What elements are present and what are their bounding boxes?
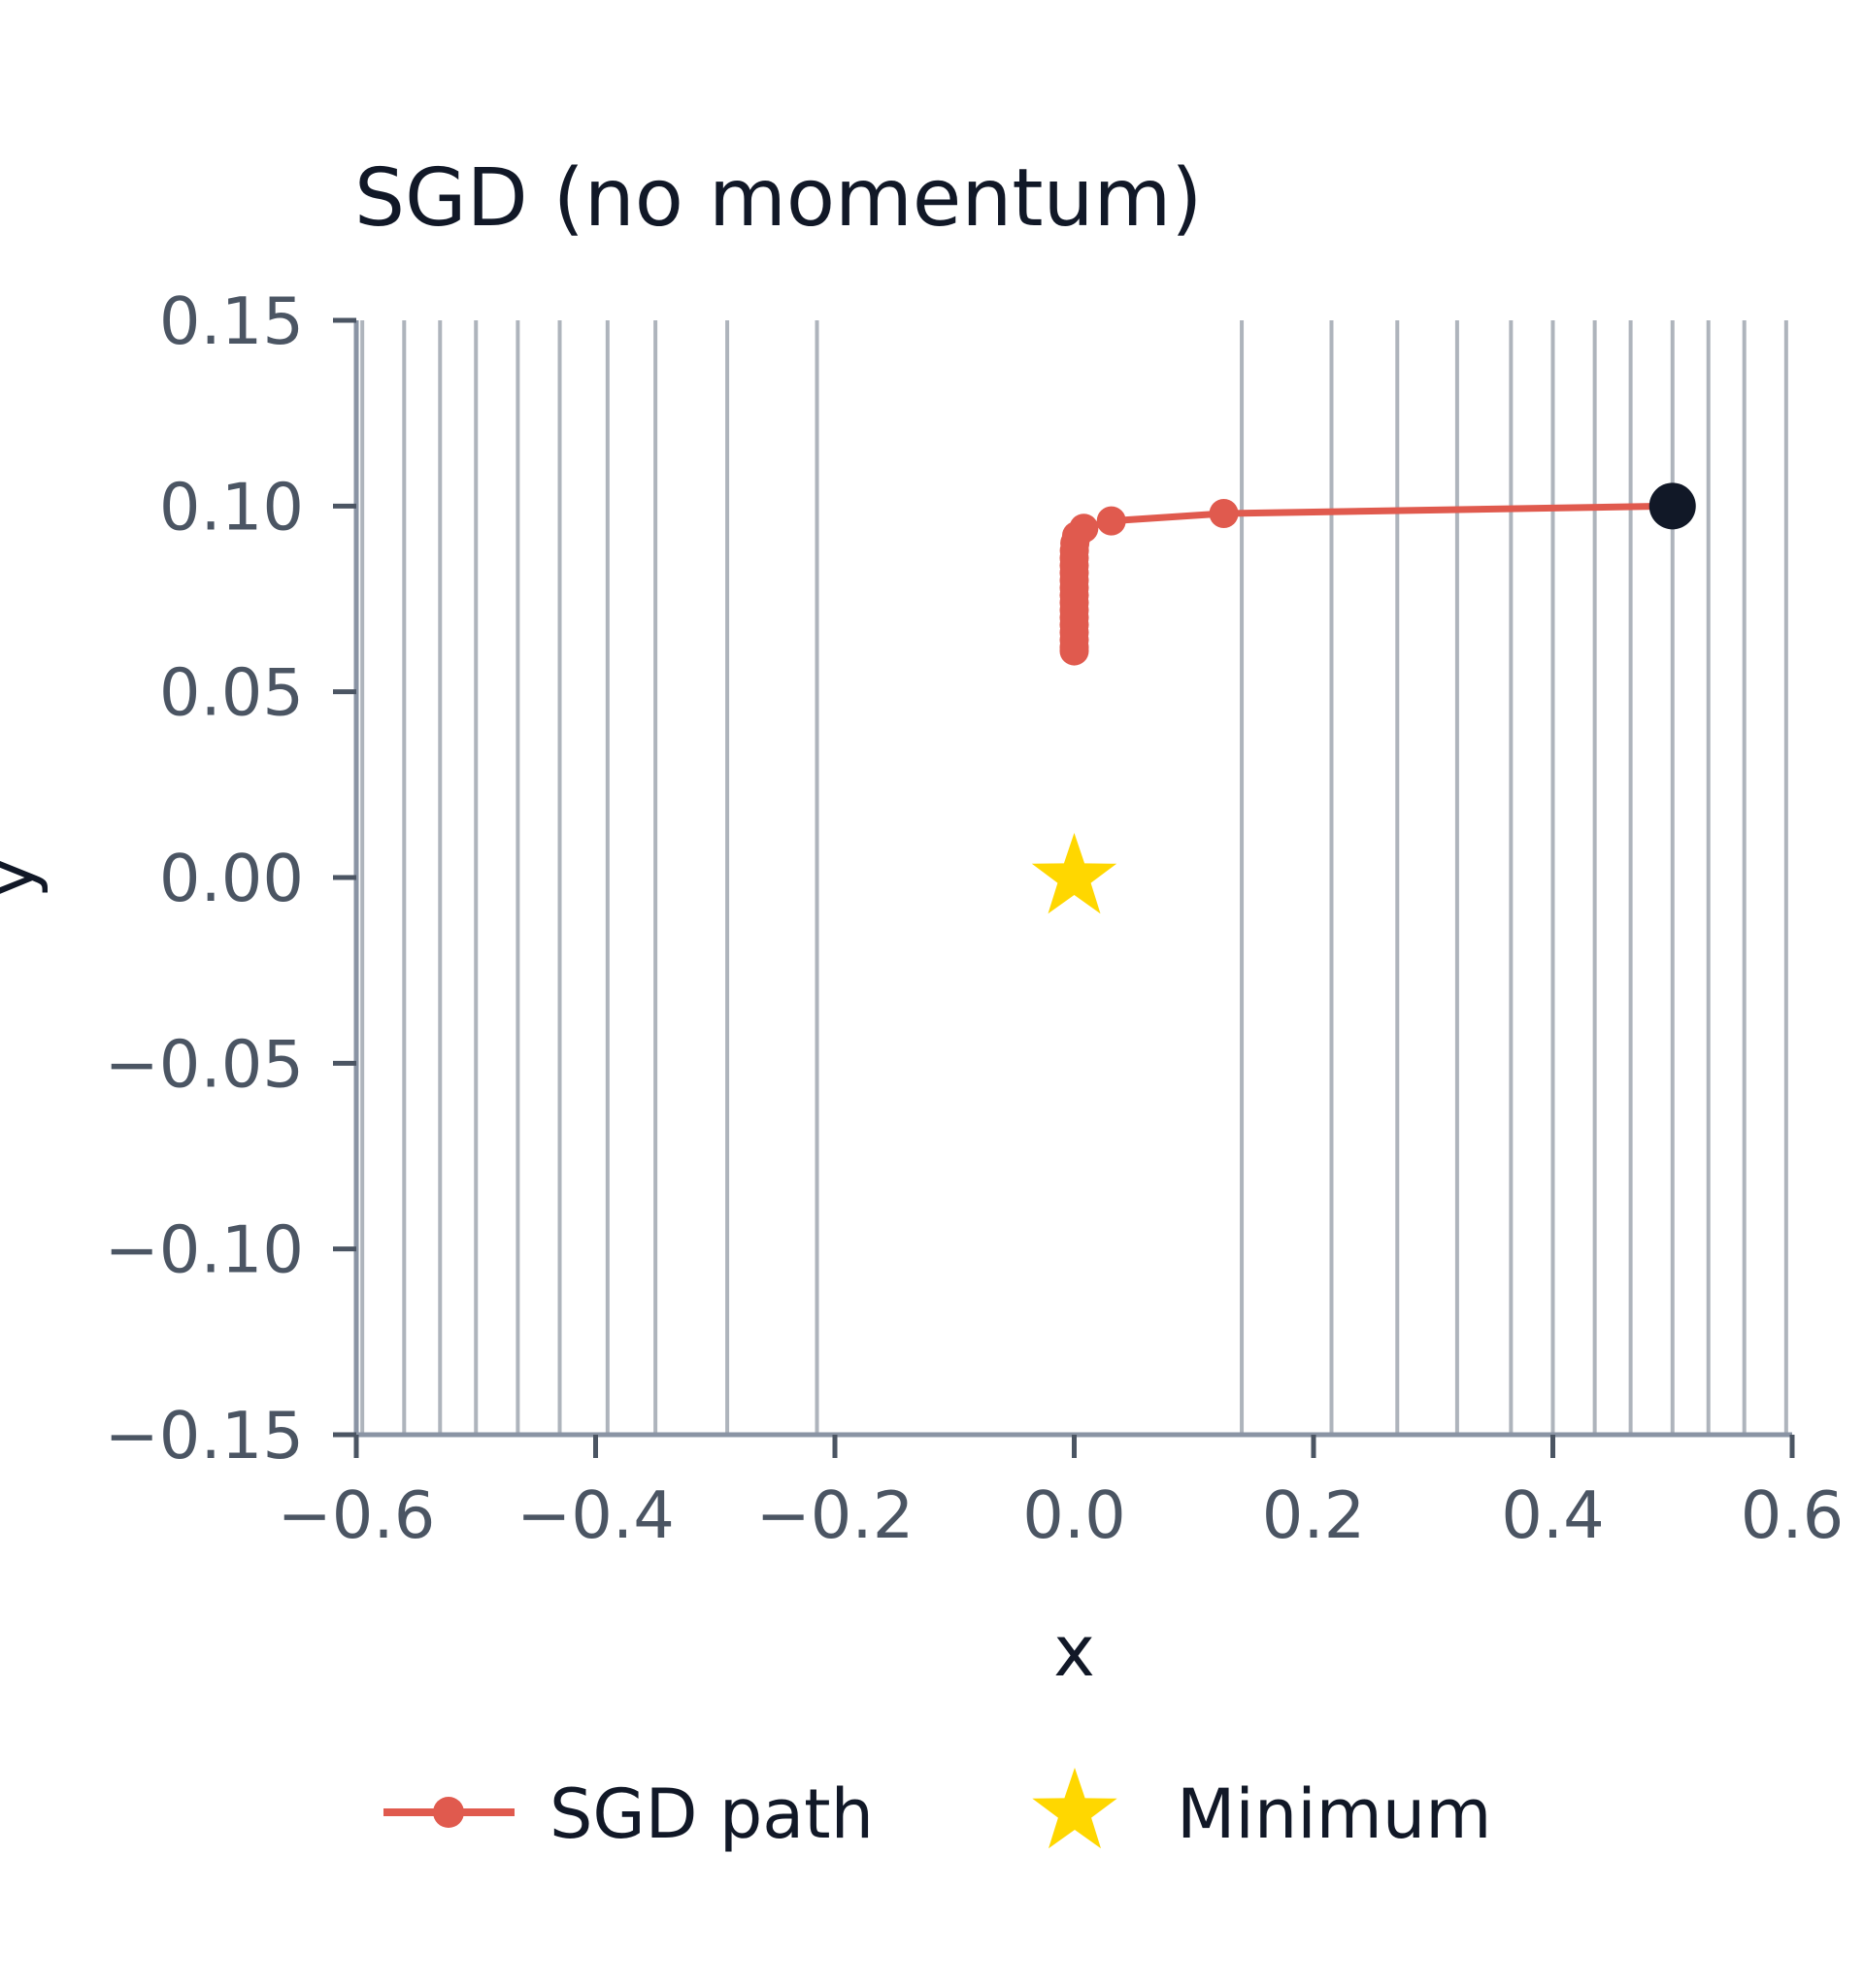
sgd-path-line	[1071, 502, 1677, 655]
x-tick-label: 0.6	[1741, 1477, 1845, 1553]
series-layer	[1031, 482, 1696, 914]
sgd-path-point	[1096, 506, 1126, 536]
y-tick-label: −0.05	[105, 1026, 304, 1102]
y-tick-label: −0.10	[105, 1212, 304, 1288]
y-tick-label: 0.15	[159, 283, 304, 359]
x-tick-label: 0.0	[1022, 1477, 1126, 1553]
y-tick-label: 0.05	[159, 655, 304, 731]
legend-label-sgd-path: SGD path	[549, 1774, 874, 1854]
x-axis-label: x	[1053, 1610, 1095, 1692]
y-tick-label: 0.00	[159, 841, 304, 916]
legend-star-icon	[1032, 1768, 1117, 1849]
chart-title: SGD (no momentum)	[354, 152, 1202, 245]
y-axis-ticks: 0.15 0.10 0.05 0.00 −0.05 −0.10 −0.15	[105, 283, 356, 1474]
x-tick-label: −0.2	[756, 1477, 915, 1553]
legend-label-minimum: Minimum	[1177, 1774, 1491, 1854]
x-axis-ticks: −0.6 −0.4 −0.2 0.0 0.2 0.4 0.6	[278, 1435, 1845, 1553]
minimum-star	[1031, 833, 1117, 914]
legend: SGD path Minimum	[383, 1768, 1491, 1854]
y-axis-label: y	[0, 857, 50, 899]
y-tick-label: 0.10	[159, 469, 304, 545]
x-tick-label: −0.6	[278, 1477, 436, 1553]
sgd-path-point	[1209, 498, 1239, 528]
x-tick-label: −0.4	[516, 1477, 675, 1553]
legend-sgd-path-marker	[433, 1797, 464, 1828]
x-tick-label: 0.4	[1501, 1477, 1605, 1553]
x-tick-label: 0.2	[1262, 1477, 1366, 1553]
start-point	[1648, 482, 1696, 530]
sgd-path-point	[1059, 636, 1089, 666]
contour-lines	[360, 320, 1788, 1435]
y-tick-label: −0.15	[105, 1398, 304, 1474]
